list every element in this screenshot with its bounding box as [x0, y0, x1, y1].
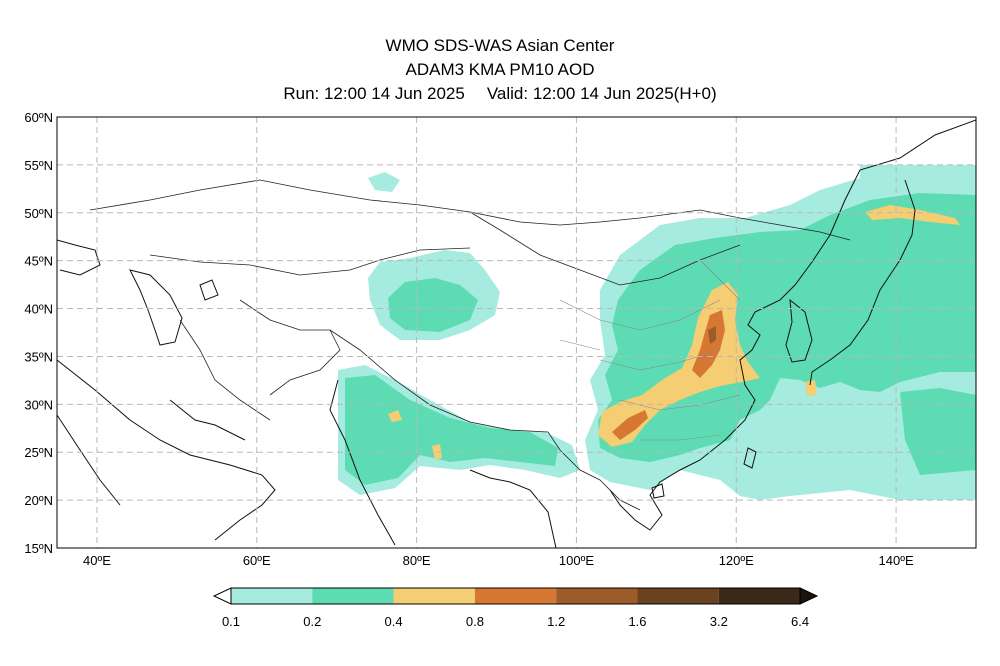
caspian-coastline: [129, 269, 183, 346]
aod-core-veryhigh: [708, 326, 716, 344]
colorbar-tick-label: 0.4: [385, 614, 403, 629]
colorbar-under-arrow: [212, 587, 232, 605]
aral-coastline: [199, 279, 219, 301]
india-coastline: [329, 379, 396, 546]
persian-gulf-coastline: [169, 399, 246, 441]
province-borders: [559, 259, 741, 441]
colorbar-swatch-5: [637, 588, 719, 604]
lon-label: 100ºE: [559, 553, 594, 568]
japan-coastline: [809, 179, 916, 386]
bay-of-bengal-coastline: [469, 469, 557, 548]
latitude-labels: 60ºN 55ºN 50ºN 45ºN 40ºN 35ºN 30ºN 25ºN 20ºN 15ºN: [24, 110, 53, 556]
lat-label: 25ºN: [24, 445, 53, 460]
colorbar-tick-label: 0.8: [466, 614, 484, 629]
country-borders: [89, 179, 851, 511]
russia-border: [89, 179, 851, 241]
aod-northeast-moderate: [865, 205, 960, 225]
mongolia-border: [469, 211, 741, 286]
aod-north-china-high: [692, 310, 725, 378]
afghanistan-border: [239, 299, 341, 396]
aod-field: [338, 165, 976, 500]
colorbar-tick-label: 1.2: [547, 614, 565, 629]
run-time: Run: 12:00 14 Jun 2025: [283, 84, 465, 103]
lat-label: 45ºN: [24, 254, 53, 269]
colorbar-tick-label: 0.2: [303, 614, 321, 629]
lat-label: 35ºN: [24, 349, 53, 364]
himalaya-border: [329, 329, 549, 433]
lon-label: 120ºE: [719, 553, 754, 568]
longitude-labels: 40ºE 60ºE 80ºE 100ºE 120ºE 140ºE: [83, 553, 914, 568]
colorbar-tick-label: 0.1: [222, 614, 240, 629]
lat-label: 40ºN: [24, 302, 53, 317]
colorbar-swatch-3: [474, 588, 557, 604]
lat-label: 20ºN: [24, 493, 53, 508]
lon-label: 60ºE: [243, 553, 271, 568]
black-sea-coastline: [57, 239, 101, 276]
lat-label: 55ºN: [24, 158, 53, 173]
kazakhstan-border: [149, 247, 471, 276]
chart-title: WMO SDS-WAS Asian Center: [385, 36, 615, 55]
colorbar-tick-label: 6.4: [791, 614, 809, 629]
lon-label: 40ºE: [83, 553, 111, 568]
southeast-asia-border: [547, 431, 641, 511]
china-province-lines: [559, 259, 741, 441]
colorbar-tick-label: 3.2: [710, 614, 728, 629]
colorbar-tick-label: 1.6: [628, 614, 646, 629]
red-sea-coastline: [57, 414, 121, 506]
aod-sichuan-high: [612, 410, 648, 440]
valid-time: Valid: 12:00 14 Jun 2025(H+0): [486, 84, 717, 103]
aod-mongolia-light: [368, 172, 400, 192]
aod-east-china-sea-medium: [900, 388, 976, 475]
colorbar-swatch-1: [312, 588, 394, 604]
hainan-coastline: [651, 483, 665, 499]
colorbar-swatch-2: [393, 588, 475, 604]
arabian-coastline: [57, 359, 276, 541]
colorbar-frame: [230, 587, 801, 605]
korea-coastline: [785, 298, 813, 363]
aod-south-asia-medium: [345, 375, 558, 485]
lon-label: 80ºE: [403, 553, 431, 568]
colorbar-swatch-0: [231, 588, 313, 604]
iran-border: [179, 319, 271, 421]
gridlines: [57, 117, 976, 548]
lat-label: 30ºN: [24, 397, 53, 412]
colorbar-swatch-4: [556, 588, 638, 604]
aod-central-asia-medium: [388, 278, 478, 332]
lon-label: 140ºE: [879, 553, 914, 568]
map-frame: [56, 116, 977, 549]
lat-label: 15ºN: [24, 541, 53, 556]
lat-label: 60ºN: [24, 110, 53, 125]
east-asia-coastline: [609, 119, 976, 531]
aod-japan-moderate: [805, 380, 817, 396]
run-valid-line: Run: 12:00 14 Jun 2025 Valid: 12:00 14 Ju…: [0, 84, 1000, 104]
product-name: ADAM3 KMA PM10 AOD: [405, 60, 595, 79]
colorbar: 0.1 0.2 0.4 0.8 1.2 1.6 3.2 6.4: [212, 587, 819, 629]
aod-india-moderate-1: [388, 410, 402, 422]
colorbar-swatch-6: [718, 588, 801, 604]
colorbar-over-arrow: [799, 587, 819, 605]
coastlines: [57, 119, 976, 548]
taiwan-coastline: [743, 447, 757, 469]
lat-label: 50ºN: [24, 206, 53, 221]
